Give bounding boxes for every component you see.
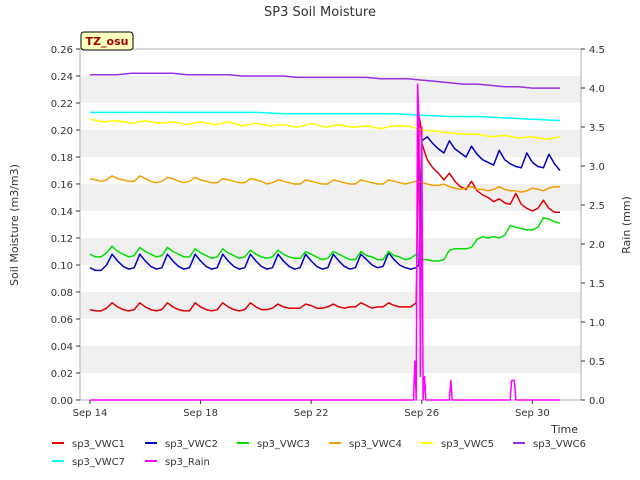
grid-band: [80, 265, 581, 292]
grid-bands: [80, 49, 581, 400]
x-tick-label: Sep 14: [73, 408, 108, 419]
x-tick-label: Sep 18: [183, 408, 218, 419]
series-line-sp3_Rain: [90, 83, 560, 401]
y2-axis-label: Rain (mm): [620, 196, 633, 254]
site-badge: TZ_osu: [80, 31, 134, 51]
y2-tick-label: 2.5: [589, 201, 605, 212]
series-line-sp3_VWC7: [90, 111, 561, 122]
grid-band: [80, 346, 581, 373]
series-line-sp3_VWC4: [89, 175, 560, 193]
grid-band: [80, 373, 581, 400]
grid-band: [80, 211, 581, 238]
legend-label: sp3_VWC5: [441, 439, 494, 450]
y2-tick-label: 3.0: [589, 162, 605, 173]
x-axis-label: Time: [550, 423, 578, 436]
y-tick-label: 0.24: [51, 72, 73, 83]
y-axis-label: Soil Moisture (m3/m3): [8, 164, 21, 286]
y-tick-label: 0.14: [51, 207, 73, 218]
y-tick-label: 0.10: [51, 261, 73, 272]
y-tick-label: 0.22: [51, 99, 73, 110]
left-axis-ticks: 0.00 0.02 0.04 0.06 0.08 0.10 0.12 0.14 0.16 0.18…: [51, 45, 80, 407]
y-tick-label: 0.06: [51, 315, 73, 326]
series-line-sp3_VWC6: [90, 72, 560, 89]
y-tick-label: 0.12: [51, 234, 73, 245]
legend-label: sp3_VWC1: [72, 439, 125, 450]
y-tick-label: 0.20: [51, 126, 73, 137]
y-tick-label: 0.00: [51, 396, 73, 407]
x-axis-ticks: Sep 14 Sep 18 Sep 22 Sep 26 Sep 30: [73, 400, 550, 419]
right-axis-ticks: 0.0 0.5 1.0 1.5 2.0 2.5 3.0 3.5 4.0 4.5: [581, 45, 605, 407]
y2-tick-label: 4.5: [589, 45, 605, 56]
legend: sp3_VWC1 sp3_VWC2 sp3_VWC3 sp3_VWC4 sp3_VWC5…: [52, 439, 586, 468]
legend-label: sp3_VWC6: [533, 439, 586, 450]
chart-title: SP3 Soil Moisture: [264, 5, 376, 20]
grid-band: [80, 319, 581, 346]
y2-tick-label: 0.0: [589, 396, 605, 407]
series-line-sp3_VWC5: [89, 118, 561, 141]
series-line-sp3_VWC1: [89, 115, 560, 312]
y2-tick-label: 3.5: [589, 123, 605, 134]
series-line-sp3_VWC2: [89, 136, 561, 272]
grid-band: [80, 49, 581, 76]
site-badge-label: TZ_osu: [86, 35, 129, 48]
y-tick-label: 0.08: [51, 288, 73, 299]
x-tick-label: Sep 30: [515, 408, 550, 419]
y-tick-label: 0.04: [51, 342, 73, 353]
x-tick-label: Sep 26: [404, 408, 439, 419]
site-badge-box: [80, 31, 134, 51]
x-tick-label: Sep 22: [294, 408, 329, 419]
legend-label: sp3_VWC7: [72, 457, 125, 468]
y-tick-label: 0.18: [51, 153, 73, 164]
y-tick-label: 0.02: [51, 369, 73, 380]
y-tick-label: 0.16: [51, 180, 73, 191]
legend-label: sp3_VWC2: [165, 439, 218, 450]
grid-band: [80, 76, 581, 103]
series-lines: [89, 72, 561, 401]
y2-tick-label: 2.0: [589, 240, 605, 251]
y2-tick-label: 0.5: [589, 357, 605, 368]
y2-tick-label: 1.0: [589, 318, 605, 329]
grid-band: [80, 184, 581, 211]
y-tick-label: 0.26: [51, 45, 73, 56]
legend-label: sp3_VWC3: [257, 439, 310, 450]
legend-label: sp3_Rain: [165, 457, 210, 468]
y2-tick-label: 1.5: [589, 279, 605, 290]
legend-label: sp3_VWC4: [349, 439, 402, 450]
series-line-sp3_VWC3: [89, 216, 561, 262]
grid-band: [80, 130, 581, 157]
y2-tick-label: 4.0: [589, 84, 605, 95]
